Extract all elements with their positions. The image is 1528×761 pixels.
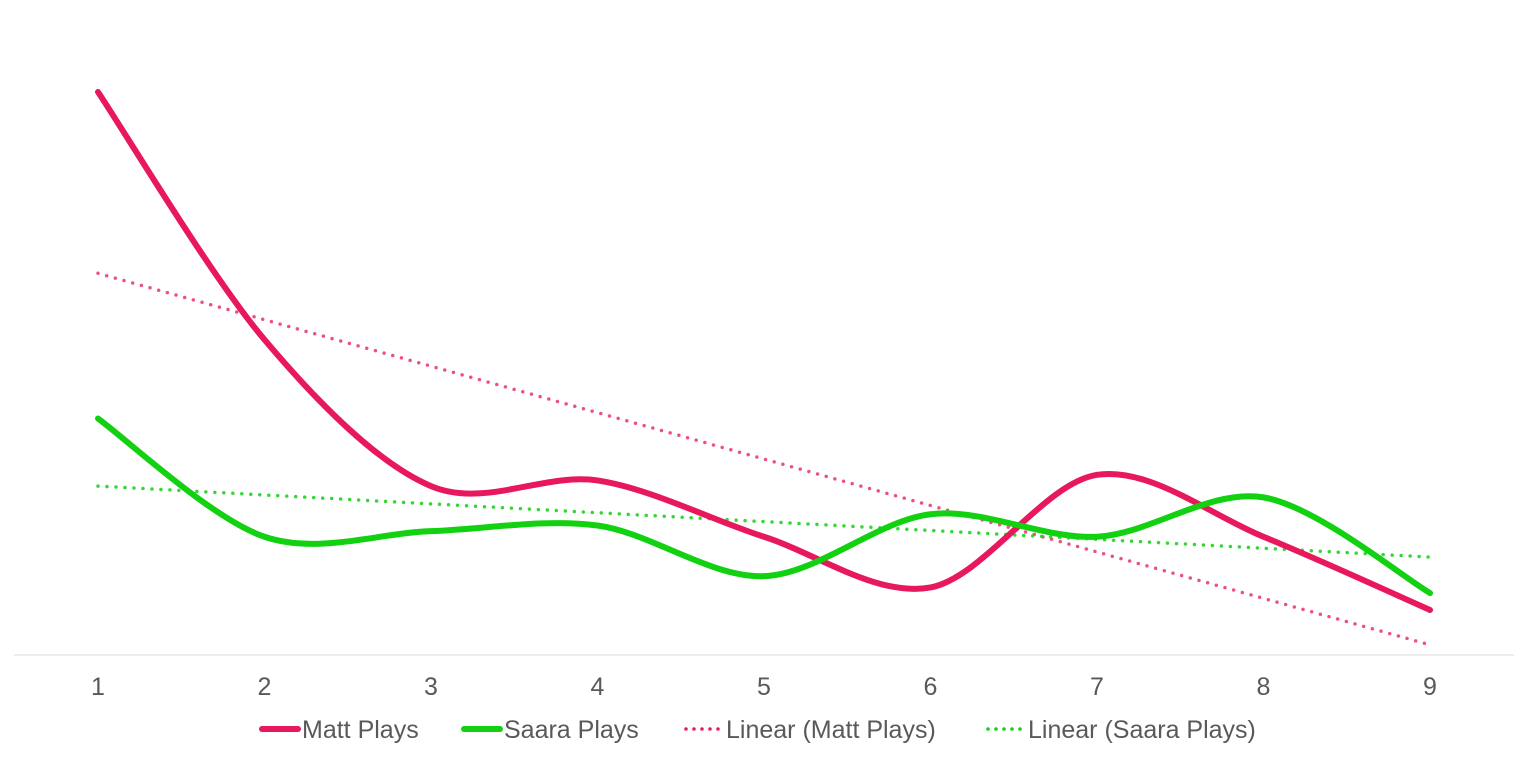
x-tick-label: 4 — [591, 673, 605, 701]
plot-area — [95, 89, 1433, 647]
legend-label: Linear (Matt Plays) — [726, 716, 936, 744]
trendline-linear-matt-plays — [96, 271, 1432, 647]
legend-item-matt-plays: Matt Plays — [259, 716, 419, 744]
series-line-matt-plays — [95, 89, 1433, 613]
x-tick-label: 6 — [924, 673, 938, 701]
trendline-linear-saara-plays — [96, 484, 1432, 559]
x-tick-label: 8 — [1257, 673, 1271, 701]
legend-label: Saara Plays — [504, 716, 639, 744]
x-tick-label: 7 — [1090, 673, 1104, 701]
legend-label: Matt Plays — [302, 716, 419, 744]
legend: Matt Plays Saara Plays Linear (Matt Plays)… — [259, 716, 1256, 744]
legend-item-linear-saara-plays: Linear (Saara Plays) — [986, 716, 1256, 744]
x-tick-label: 5 — [757, 673, 771, 701]
x-tick-label: 2 — [258, 673, 272, 701]
legend-label: Linear (Saara Plays) — [1028, 716, 1256, 744]
x-tick-label: 1 — [91, 673, 105, 701]
x-axis-ticks: 1 2 3 4 5 6 7 8 9 — [91, 673, 1437, 701]
legend-item-saara-plays: Saara Plays — [461, 716, 639, 744]
legend-item-linear-matt-plays: Linear (Matt Plays) — [684, 716, 936, 744]
x-tick-label: 3 — [424, 673, 438, 701]
x-tick-label: 9 — [1423, 673, 1437, 701]
series-line-saara-plays — [95, 415, 1433, 597]
